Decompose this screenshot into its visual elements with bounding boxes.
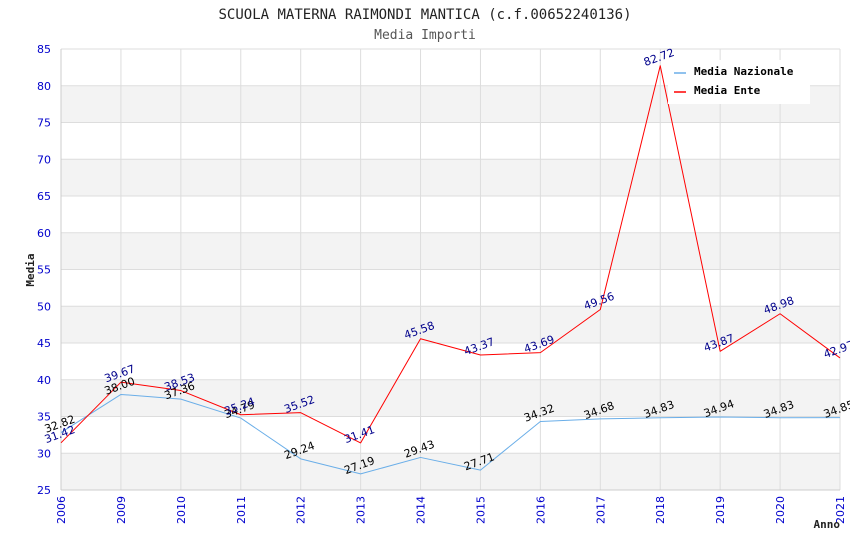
y-tick-label: 45 [37,337,51,350]
y-tick-label: 30 [37,447,51,460]
y-tick-label: 60 [37,227,51,240]
grid-band [61,159,840,196]
x-tick-label: 2020 [774,496,787,524]
y-tick-label: 25 [37,484,51,497]
y-tick-label: 80 [37,80,51,93]
x-tick-label: 2015 [474,496,487,524]
grid-band [61,343,840,380]
x-tick-label: 2009 [115,496,128,524]
y-tick-label: 50 [37,300,51,313]
x-tick-label: 2010 [175,496,188,524]
chart-subtitle: Media Importi [374,28,476,43]
x-axis-ticks: 2006 2009 2010 2011 2012 2013 2014 2015 2016 2017… [55,496,847,524]
grid-band [61,416,840,454]
grid-band [61,306,840,343]
x-tick-label: 2011 [235,496,248,524]
x-tick-label: 2021 [834,496,847,524]
series-lines [60,65,841,475]
x-tick-label: 2016 [534,496,547,524]
x-tick-label: 2019 [714,496,727,524]
x-axis-label: Anno [814,518,841,531]
series-line-media-ente [60,65,841,444]
x-tick-label: 2006 [55,496,68,524]
x-tick-label: 2018 [654,496,667,524]
grid-band [61,232,840,270]
legend-label-media-nazionale: Media Nazionale [694,65,794,78]
y-axis-label: Media [24,253,37,286]
series-line-media-nazionale [60,393,841,475]
x-tick-label: 2017 [594,496,607,524]
grid-band [61,122,840,160]
x-tick-label: 2013 [355,496,368,524]
legend-label-media-ente: Media Ente [694,84,761,97]
x-tick-label: 2012 [295,496,308,524]
y-tick-label: 85 [37,43,51,56]
grid-band [61,269,840,307]
legend-box [668,60,810,104]
legend: Media Nazionale Media Ente [668,60,810,104]
grid-band [61,453,840,490]
y-tick-label: 55 [37,264,51,277]
y-tick-label: 65 [37,190,51,203]
grid-band [61,196,840,233]
y-tick-label: 35 [37,411,51,424]
y-tick-label: 70 [37,153,51,166]
chart-title: SCUOLA MATERNA RAIMONDI MANTICA (c.f.006… [218,7,631,23]
y-tick-label: 40 [37,374,51,387]
y-tick-label: 75 [37,117,51,130]
grid-band [61,379,840,417]
x-tick-label: 2014 [415,496,428,524]
gridlines [60,48,841,491]
y-axis-ticks: 25 30 35 40 45 50 55 60 65 70 75 80 85 [37,43,51,497]
